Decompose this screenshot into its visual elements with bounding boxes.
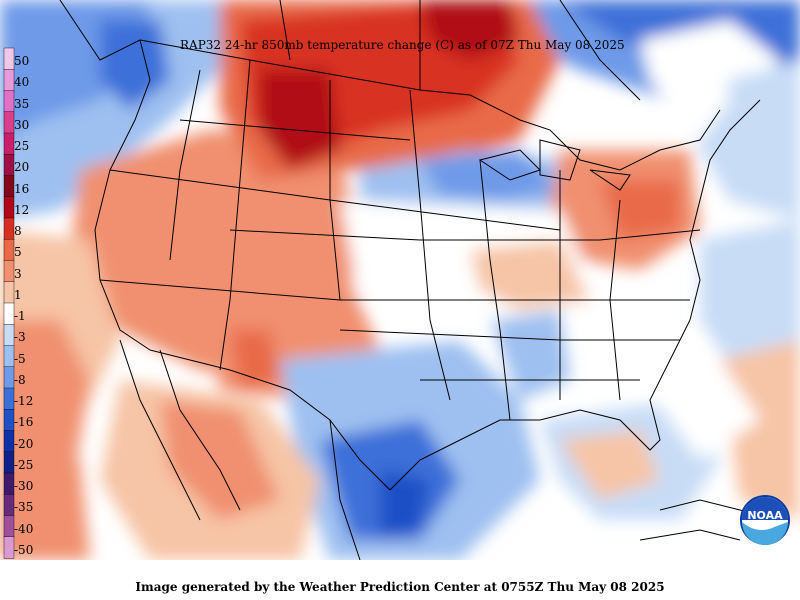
temperature-change-map [0,0,800,560]
noaa-logo-text: NOAA [747,509,783,522]
legend-swatch [3,536,15,559]
legend-label: 20 [14,160,30,175]
legend-label: 5 [14,245,22,260]
legend-swatch [3,111,15,134]
legend-label: 25 [14,139,30,153]
legend-label: -50 [14,542,34,557]
legend-swatch [3,132,15,155]
legend-swatch [3,472,15,495]
legend-swatch [3,90,15,113]
legend-swatch [3,430,15,453]
footer-credit: Image generated by the Weather Predictio… [135,580,665,594]
legend-label: -35 [14,500,34,515]
legend-label: 1 [14,287,22,302]
legend-swatch [3,451,15,474]
noaa-logo: NOAA [740,495,790,545]
legend-label: -8 [14,372,26,387]
legend-swatch [3,175,15,198]
color-shading [0,0,800,560]
legend-swatch [3,494,15,517]
legend-label: -40 [14,521,34,536]
legend-swatch [3,324,15,347]
legend-label: -16 [14,415,34,430]
legend-label: -20 [14,436,34,451]
legend-label: -1 [14,309,26,323]
legend-label: -5 [14,351,26,366]
legend-swatch [3,515,15,538]
legend-swatch [3,154,15,177]
legend-label: 35 [14,96,30,111]
legend-swatch [3,69,15,92]
color-legend-bar [3,47,15,559]
legend-label: 12 [14,202,30,217]
legend-swatch [3,217,15,240]
legend-swatch [3,281,15,304]
legend-label: 50 [14,54,30,68]
legend-swatch [3,47,15,70]
legend-swatch [3,196,15,219]
map-title: RAP32 24-hr 850mb temperature change (C)… [180,38,625,52]
legend-label: -30 [14,479,34,493]
legend-label: 3 [14,266,22,281]
legend-label: -12 [14,394,34,408]
legend-swatch [3,387,15,410]
legend-swatch [3,366,15,389]
legend-label: 40 [14,75,30,90]
legend-swatch [3,302,15,325]
legend-label: 30 [14,117,30,132]
legend-swatch [3,239,15,262]
legend-swatch [3,345,15,368]
legend-label: -3 [14,330,26,345]
legend-label: 16 [14,181,30,196]
legend-label: -25 [14,457,34,472]
legend-swatch [3,260,15,283]
legend-swatch [3,409,15,432]
legend-label: 8 [14,224,22,238]
